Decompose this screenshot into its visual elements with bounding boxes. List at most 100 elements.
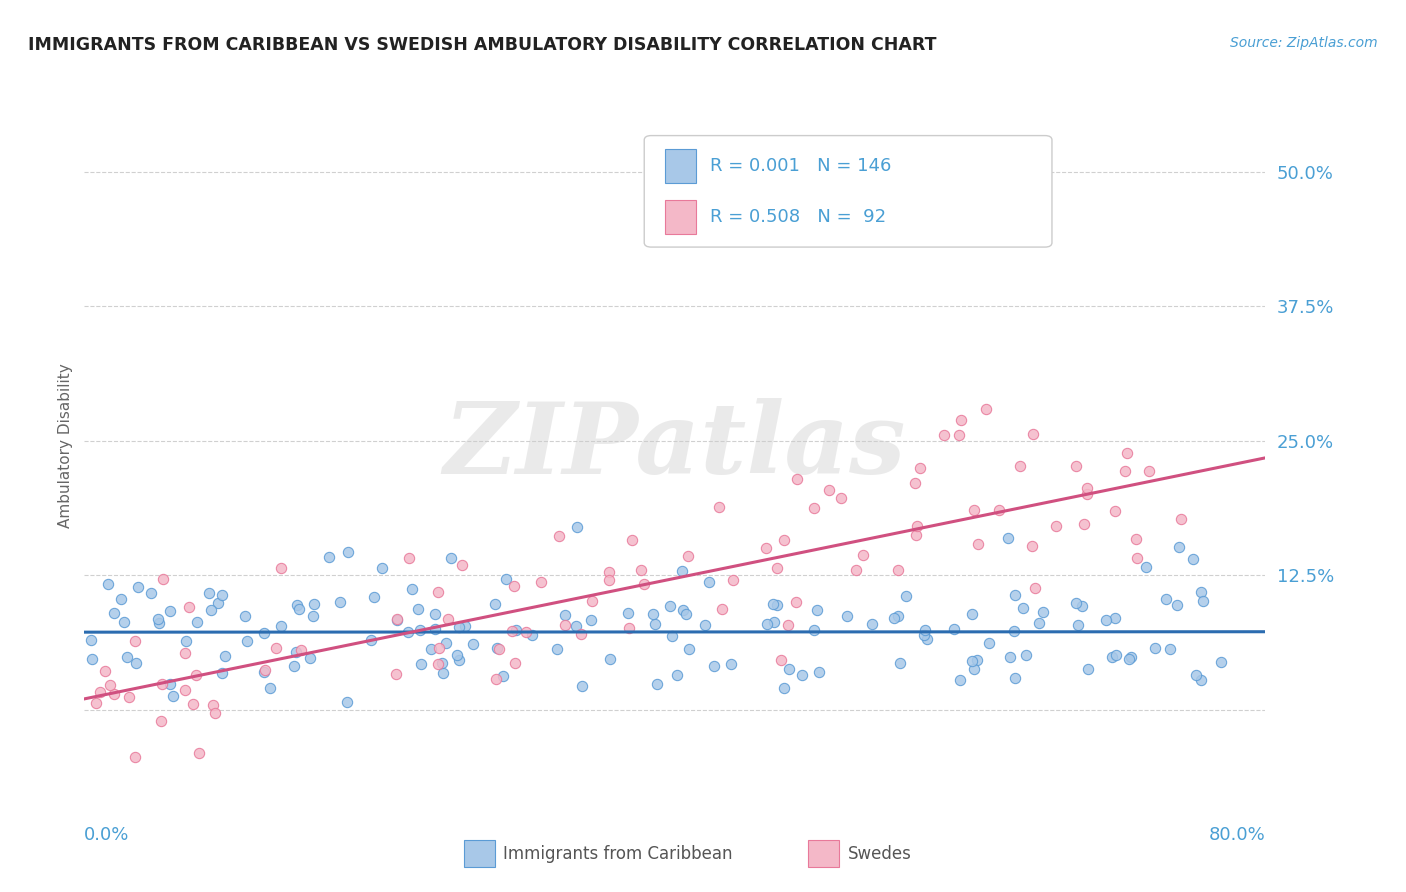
Point	[159, 604, 181, 618]
Point	[115, 649, 138, 664]
Point	[977, 636, 1000, 650]
Point	[515, 624, 537, 639]
Point	[1076, 486, 1098, 500]
Point	[454, 619, 477, 633]
Point	[484, 597, 506, 611]
Point	[988, 503, 1011, 517]
Point	[290, 643, 312, 657]
Point	[103, 687, 125, 701]
Point	[423, 622, 446, 636]
Point	[492, 668, 515, 682]
Point	[406, 601, 429, 615]
Point	[932, 427, 955, 442]
Point	[1114, 464, 1136, 478]
Point	[1118, 652, 1140, 666]
Point	[776, 618, 799, 632]
Point	[889, 657, 911, 671]
Point	[1105, 648, 1128, 662]
Point	[211, 666, 233, 681]
Point	[336, 695, 359, 709]
Point	[904, 476, 927, 491]
Point	[1192, 593, 1215, 607]
Point	[695, 617, 717, 632]
Point	[803, 501, 825, 516]
Point	[1185, 667, 1208, 681]
Point	[177, 600, 200, 615]
Point	[755, 617, 778, 632]
Point	[401, 582, 423, 596]
Point	[1032, 605, 1054, 619]
Point	[174, 633, 197, 648]
Point	[141, 586, 163, 600]
Point	[124, 749, 146, 764]
Point	[778, 662, 800, 676]
Text: Source: ZipAtlas.com: Source: ZipAtlas.com	[1230, 36, 1378, 50]
Point	[409, 657, 432, 671]
Point	[599, 652, 621, 666]
Point	[665, 667, 688, 681]
Point	[385, 667, 408, 681]
Point	[118, 690, 141, 704]
Point	[253, 663, 276, 677]
Point	[1008, 458, 1031, 473]
Point	[1021, 426, 1043, 441]
Point	[806, 603, 828, 617]
Point	[495, 572, 517, 586]
Point	[253, 626, 276, 640]
Point	[336, 545, 359, 559]
Text: 0.0%: 0.0%	[84, 826, 129, 844]
Point	[211, 588, 233, 602]
Point	[363, 590, 385, 604]
Point	[1170, 511, 1192, 525]
Point	[671, 565, 693, 579]
Y-axis label: Ambulatory Disability: Ambulatory Disability	[58, 364, 73, 528]
Point	[769, 652, 792, 666]
Point	[548, 529, 571, 543]
Point	[762, 615, 785, 629]
Point	[565, 519, 588, 533]
Point	[197, 586, 219, 600]
Point	[962, 654, 984, 668]
Point	[908, 461, 931, 475]
Point	[678, 642, 700, 657]
Point	[569, 627, 592, 641]
Point	[200, 603, 222, 617]
Point	[150, 714, 173, 728]
Point	[1067, 617, 1090, 632]
Point	[187, 746, 209, 760]
Point	[125, 656, 148, 670]
Point	[852, 549, 875, 563]
Point	[1004, 588, 1026, 602]
Point	[790, 668, 813, 682]
Point	[598, 565, 620, 579]
Point	[1181, 552, 1204, 566]
Point	[1121, 649, 1143, 664]
Point	[318, 549, 340, 564]
Point	[1012, 600, 1035, 615]
Point	[710, 602, 733, 616]
Point	[883, 611, 905, 625]
Point	[174, 646, 197, 660]
Point	[503, 656, 526, 670]
Point	[678, 549, 700, 563]
Text: R = 0.508   N =  92: R = 0.508 N = 92	[710, 208, 886, 226]
Point	[620, 533, 643, 547]
Point	[773, 533, 796, 547]
Point	[103, 606, 125, 620]
Point	[766, 561, 789, 575]
Point	[905, 518, 928, 533]
Point	[93, 664, 115, 678]
Point	[998, 649, 1021, 664]
Point	[1189, 585, 1212, 599]
Point	[302, 608, 325, 623]
Point	[949, 413, 972, 427]
Point	[1095, 613, 1118, 627]
Point	[1045, 519, 1067, 533]
Point	[426, 585, 449, 599]
Point	[1028, 615, 1050, 630]
Point	[644, 617, 666, 632]
Point	[360, 633, 382, 648]
Point	[617, 621, 640, 635]
Point	[914, 623, 936, 637]
Point	[894, 589, 917, 603]
